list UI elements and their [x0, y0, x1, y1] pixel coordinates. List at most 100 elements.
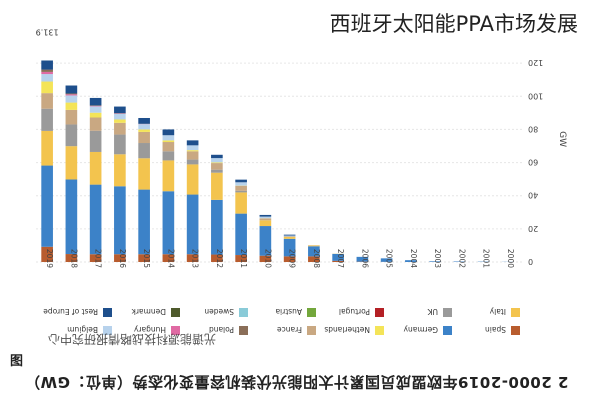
- x-tick-label: 2012: [215, 249, 224, 268]
- bar-segment: [186, 145, 199, 151]
- bar-segment: [138, 189, 150, 255]
- y-tick-label: 80: [528, 124, 538, 133]
- bar-segment: [283, 235, 296, 237]
- bar-segment: [89, 184, 102, 255]
- x-tick-label: 2013: [191, 249, 200, 268]
- bar-segment: [211, 158, 223, 163]
- legend-swatch: [511, 308, 520, 317]
- bar-segment: [114, 186, 126, 255]
- legend-label: Hungary: [133, 325, 166, 334]
- bar-segment: [65, 95, 78, 103]
- bar-segment: [41, 130, 53, 166]
- bar-segment: [211, 254, 223, 262]
- y-tick-label: 40: [528, 191, 538, 200]
- bar-segment: [259, 218, 272, 221]
- bar-segment: [211, 169, 223, 173]
- bar-segment: [235, 179, 247, 183]
- bar-segment: [211, 162, 223, 164]
- bar-segment: [235, 255, 247, 262]
- x-tick-label: 2000: [506, 249, 515, 268]
- legend-swatch: [307, 326, 316, 335]
- bar-segment: [138, 131, 150, 144]
- bar-segment: [138, 129, 150, 132]
- bar-segment: [162, 160, 175, 192]
- bar-segment: [429, 261, 441, 262]
- bar-segment: [65, 102, 78, 110]
- bar-segment: [308, 246, 320, 257]
- x-tick-label: 2005: [385, 249, 394, 268]
- x-tick-label: 2017: [94, 249, 103, 268]
- x-tick-label: 2015: [142, 249, 151, 268]
- legend-label: Germany: [403, 325, 438, 334]
- legend-label: Austria: [276, 307, 303, 316]
- legend-swatch: [171, 326, 180, 335]
- bar-segment: [186, 194, 199, 255]
- legend-swatch: [511, 326, 520, 335]
- figure-tag: 图: [10, 354, 24, 369]
- legend-swatch: [171, 308, 180, 317]
- watermark-text: 光谱能源科技战略情报研究中心: [48, 332, 217, 346]
- bar-segment: [138, 158, 150, 190]
- x-tick-label: 2016: [118, 249, 127, 268]
- bar-segment: [114, 154, 126, 187]
- x-tick-label: 2009: [288, 249, 297, 268]
- bar-segment: [259, 216, 272, 219]
- bar-segment: [41, 165, 53, 247]
- bar-segment: [211, 154, 223, 159]
- bar-segment: [332, 260, 344, 262]
- bar-segment: [186, 159, 199, 165]
- bar-segment: [65, 94, 78, 96]
- bar-segment: [283, 234, 296, 236]
- bar-segment: [162, 254, 175, 262]
- bar-segment: [89, 117, 102, 131]
- x-tick-label: 2001: [482, 249, 491, 268]
- x-tick-label: 2002: [457, 249, 466, 268]
- bar-segment: [138, 254, 150, 262]
- bar-segment: [89, 112, 102, 118]
- bar-segment: [114, 122, 126, 135]
- legend-swatch: [103, 308, 112, 317]
- bar-segment: [41, 71, 53, 75]
- bar-segment: [162, 151, 175, 161]
- chart-rotated-group: 0 20 40 60 80 100 120 GW 2000 2001 2002 2003 2004 200…: [35, 27, 567, 335]
- bar-segment: [186, 164, 199, 195]
- bar-segment: [65, 93, 78, 95]
- bar-segment: [138, 143, 150, 159]
- x-tick-label: 2003: [433, 249, 442, 268]
- bar-segment: [186, 254, 199, 262]
- x-tick-label: 2011: [239, 249, 248, 268]
- bar-segment: [308, 245, 320, 247]
- bar-segment: [114, 134, 126, 155]
- bar-segment: [332, 253, 344, 261]
- legend-swatch: [239, 308, 248, 317]
- bar-segment: [162, 191, 175, 255]
- bar-segment: [138, 117, 150, 124]
- legend-label: Spain: [485, 325, 506, 334]
- bar-segment: [235, 185, 247, 191]
- y-tick-label: 100: [528, 91, 543, 100]
- bar-segment: [138, 124, 150, 130]
- bar-segment: [162, 135, 175, 141]
- page-title: 西班牙太阳能PPA市场发展: [329, 12, 578, 36]
- legend-label: UK: [427, 307, 438, 316]
- legend-label: Poland: [209, 325, 234, 334]
- bar-segment: [283, 256, 296, 262]
- bar-segment: [89, 151, 102, 185]
- bar-segment: [89, 254, 102, 262]
- bar-segment: [114, 254, 126, 262]
- bar-segment: [308, 256, 320, 262]
- total-data-label: 131.9: [36, 27, 59, 36]
- legend-swatch: [103, 326, 112, 335]
- y-axis-label: GW: [557, 131, 567, 147]
- legend-swatch: [307, 308, 316, 317]
- figure-caption: 2 2000-2019年欧盟成员国累计太阳能光伏装机容量变化态势（单位：GW）: [24, 373, 569, 391]
- bar-segment: [283, 238, 296, 257]
- bar-segment: [162, 140, 175, 143]
- bar-segment: [235, 182, 247, 186]
- legend-label: Italy: [489, 307, 506, 316]
- bar-segment: [186, 140, 199, 146]
- bar-segment: [186, 151, 199, 160]
- bar-segment: [41, 74, 53, 82]
- bar-segment: [41, 108, 53, 131]
